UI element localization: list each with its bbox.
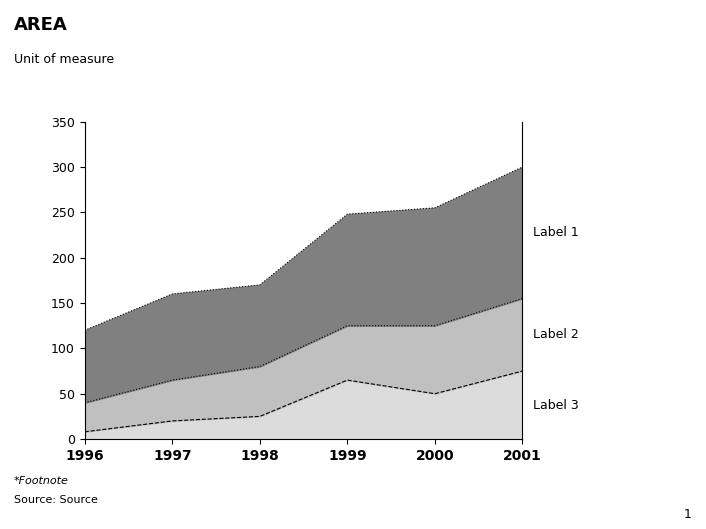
Text: Label 3: Label 3 bbox=[533, 398, 579, 412]
Text: Label 2: Label 2 bbox=[533, 329, 579, 341]
Text: AREA: AREA bbox=[14, 16, 68, 34]
Text: 1: 1 bbox=[684, 508, 692, 521]
Text: Unit of measure: Unit of measure bbox=[14, 53, 114, 66]
Text: *Footnote: *Footnote bbox=[14, 476, 69, 486]
Text: Label 1: Label 1 bbox=[533, 226, 579, 239]
Text: Source: Source: Source: Source bbox=[14, 495, 98, 505]
